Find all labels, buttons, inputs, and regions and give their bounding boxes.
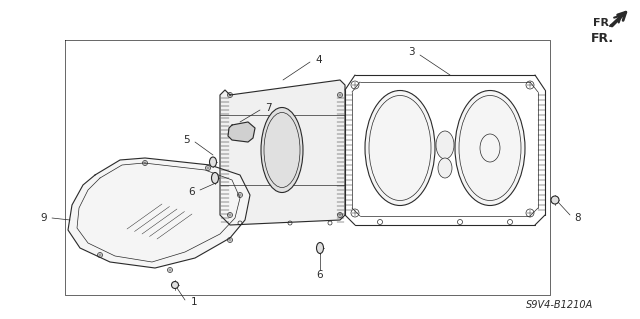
Polygon shape: [228, 122, 255, 142]
Ellipse shape: [551, 196, 559, 204]
Polygon shape: [220, 80, 345, 225]
Text: 6: 6: [317, 270, 323, 280]
Text: 3: 3: [408, 47, 415, 57]
Text: 9: 9: [40, 213, 47, 223]
Ellipse shape: [209, 157, 216, 167]
Text: FR.: FR.: [593, 18, 614, 28]
Ellipse shape: [211, 173, 218, 183]
Text: 6: 6: [188, 187, 195, 197]
Text: 1: 1: [191, 297, 198, 307]
Text: S9V4-B1210A: S9V4-B1210A: [526, 300, 594, 310]
Text: 4: 4: [315, 55, 322, 65]
Polygon shape: [68, 158, 250, 268]
Ellipse shape: [317, 242, 323, 254]
Ellipse shape: [172, 281, 179, 288]
Text: 7: 7: [265, 103, 271, 113]
Ellipse shape: [455, 91, 525, 205]
Text: 8: 8: [574, 213, 580, 223]
Text: 5: 5: [184, 135, 190, 145]
Ellipse shape: [261, 108, 303, 192]
Ellipse shape: [438, 158, 452, 178]
Text: FR.: FR.: [591, 32, 614, 45]
Ellipse shape: [436, 131, 454, 159]
Ellipse shape: [365, 91, 435, 205]
